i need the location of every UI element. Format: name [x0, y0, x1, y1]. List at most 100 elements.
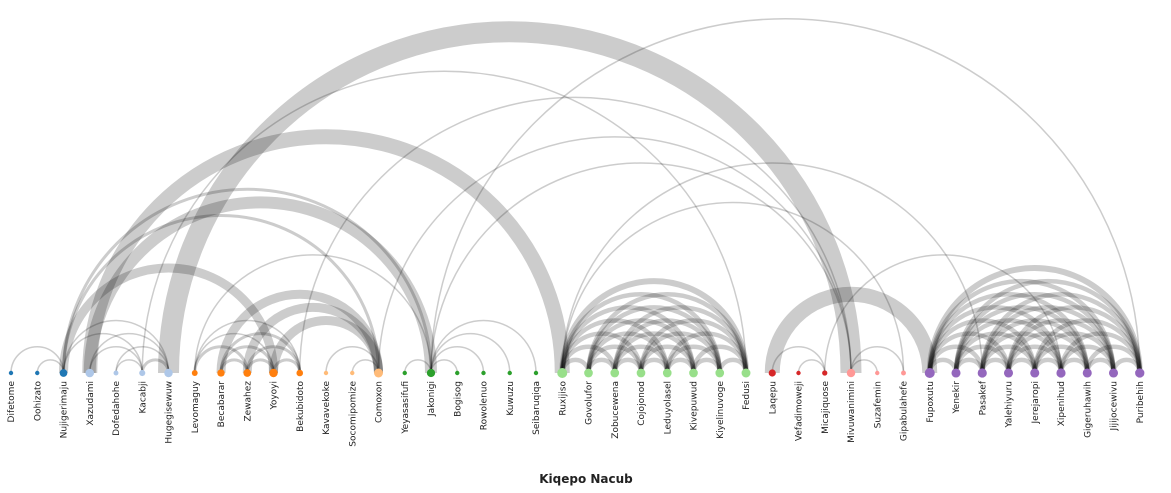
arc-link-cojojonod-fedusi [638, 318, 749, 374]
arc-link-kacabji-hugegisewuw [140, 358, 170, 374]
arc-link-hugegisewuw-mivuwanimini [158, 21, 862, 374]
node-oohizato[interactable] [35, 370, 40, 376]
arc-link-yalehiyuru-xipenihud [1006, 344, 1064, 374]
arc-link-laqepu-fupoxutu [764, 286, 938, 374]
node-label-yeyasasifufi: Yeyasasifufi [401, 381, 411, 435]
node-ruxijiso[interactable] [557, 368, 568, 378]
node-label-ruxijiso: Ruxijiso [558, 381, 568, 416]
arc-link-leduyolasel-kiyelinuvoge [665, 344, 722, 374]
arc-link-fupoxutu-xipenihud [927, 305, 1064, 374]
node-dofedahohe[interactable] [113, 370, 119, 376]
arc-link-levomaguy-jakonigi [194, 254, 432, 374]
node-becabarar[interactable] [217, 369, 225, 377]
arc-link-xipenihud-jijijocewivu [1058, 344, 1116, 374]
arc-link-ruxijiso-zobucewena [560, 344, 617, 374]
node-kiyelinuvoge[interactable] [715, 368, 725, 378]
node-kacabji[interactable] [139, 369, 146, 377]
node-xazudami[interactable] [85, 368, 95, 378]
arc-link-jijijocewivu-puribehih [1111, 357, 1142, 374]
node-jerejaropi[interactable] [1030, 368, 1040, 378]
arc-link-jakonigi-bogisog [430, 359, 458, 374]
arc-link-jerejaropi-gigeruhawih [1032, 344, 1090, 374]
arc-link-xazudami-hugegisewuw [89, 332, 170, 374]
arc-link-yenekir-jerejaropi [953, 331, 1037, 374]
node-label-kavavekoke: Kavavekoke [322, 381, 332, 435]
arc-link-jakonigi-puribehih [430, 17, 1141, 374]
node-label-xazudami: Xazudami [86, 381, 96, 426]
node-puribehih[interactable] [1135, 368, 1145, 378]
node-leduyolasel[interactable] [662, 368, 672, 378]
node-gigeruhawih[interactable] [1082, 368, 1092, 378]
node-xipenihud[interactable] [1056, 368, 1066, 378]
arc-link-fupoxutu-gigeruhawih [927, 292, 1090, 374]
node-bogisog[interactable] [455, 370, 460, 376]
node-mivuwanimini[interactable] [846, 368, 856, 378]
node-label-seibaruqiqa: Seibaruqiqa [532, 381, 542, 435]
node-micajiquose[interactable] [822, 370, 828, 376]
node-yoyoyi[interactable] [269, 368, 278, 378]
node-yeyasasifufi[interactable] [402, 370, 407, 376]
arc-link-nujigerimaju-jakonigi [62, 187, 433, 374]
arc-link-yeyasasifufi-jakonigi [404, 359, 432, 374]
arc-link-xipenihud-gigeruhawih [1058, 357, 1090, 374]
arc-link-govolufor-kivepuwud [586, 318, 696, 374]
node-label-xipenihud: Xipenihud [1057, 381, 1067, 426]
arc-link-zewahez-yoyoyi [245, 358, 275, 374]
arc-link-zewahez-bekubidoto [245, 345, 302, 374]
node-label-kacabji: Kacabji [138, 381, 148, 413]
node-jakonigi[interactable] [426, 368, 436, 378]
arc-link-nujigerimaju-comoxon [62, 214, 380, 374]
node-difetome[interactable] [8, 370, 14, 376]
arc-link-yenekir-puribehih [953, 278, 1142, 374]
arc-link-nujigerimaju-kacabji [62, 332, 143, 374]
node-label-kiyelinuvoge: Kiyelinuvoge [716, 381, 726, 439]
node-jijijocewivu[interactable] [1108, 368, 1119, 378]
arc-link-xipenihud-puribehih [1058, 331, 1142, 374]
node-fupoxutu[interactable] [924, 368, 935, 378]
arc-link-zobucewena-kiyelinuvoge [612, 318, 722, 374]
node-labels: Difetome Oohizato Nujigerimaju Xazudami Dofe… [7, 380, 1146, 447]
node-zewahez[interactable] [243, 369, 252, 377]
node-label-mivuwanimini: Mivuwanimini [847, 381, 857, 443]
node-rowolenuo[interactable] [481, 370, 486, 376]
node-gipabulahefe[interactable] [901, 370, 906, 376]
arc-link-becabarar-yoyoyi [219, 345, 275, 374]
node-socomipomize[interactable] [350, 370, 355, 376]
node-cojojonod[interactable] [636, 368, 646, 378]
node-suzafemin[interactable] [875, 370, 880, 376]
node-vefadimoweji[interactable] [796, 370, 801, 376]
node-comoxon[interactable] [374, 368, 383, 378]
arc-link-pasakef-xipenihud [980, 331, 1064, 374]
node-pasakef[interactable] [977, 368, 987, 378]
arc-link-govolufor-kiyelinuvoge [586, 305, 722, 374]
node-laqepu[interactable] [768, 369, 776, 377]
node-levomaguy[interactable] [191, 370, 198, 376]
arc-link-pasakef-puribehih [980, 292, 1142, 374]
node-bekubidoto[interactable] [296, 369, 304, 377]
arc-link-becabarar-comoxon [216, 289, 383, 374]
node-label-becabarar: Becabarar [217, 381, 227, 428]
node-seibaruqiqa[interactable] [533, 370, 539, 376]
arc-link-cojojonod-leduyolasel [638, 357, 670, 374]
arc-link-gigeruhawih-puribehih [1085, 344, 1142, 374]
node-yalehiyuru[interactable] [1003, 368, 1014, 378]
node-yenekir[interactable] [951, 368, 961, 378]
node-nujigerimaju[interactable] [59, 369, 68, 377]
node-kuwuzu[interactable] [507, 370, 512, 376]
arc-link-yoyoyi-bekubidoto [272, 358, 302, 374]
arc-link-yenekir-gigeruhawih [953, 305, 1090, 374]
node-kivepuwud[interactable] [689, 368, 698, 378]
node-govolufor[interactable] [584, 368, 593, 378]
node-kavavekoke[interactable] [323, 370, 329, 376]
arc-link-nujigerimaju-yoyoyi [59, 263, 278, 374]
node-label-govolufor: Govolufor [585, 381, 595, 425]
arc-link-yalehiyuru-jerejaropi [1006, 357, 1037, 374]
arc-link-vefadimoweji-micajiquose [797, 359, 826, 374]
node-fedusi[interactable] [741, 368, 751, 378]
node-hugegisewuw[interactable] [164, 368, 173, 378]
arc-link-jerejaropi-puribehih [1032, 318, 1142, 374]
node-label-fupoxutu: Fupoxutu [926, 381, 936, 423]
node-label-zewahez: Zewahez [243, 381, 253, 422]
arc-link-ruxijiso-kivepuwud [560, 305, 696, 374]
node-zobucewena[interactable] [610, 368, 620, 378]
